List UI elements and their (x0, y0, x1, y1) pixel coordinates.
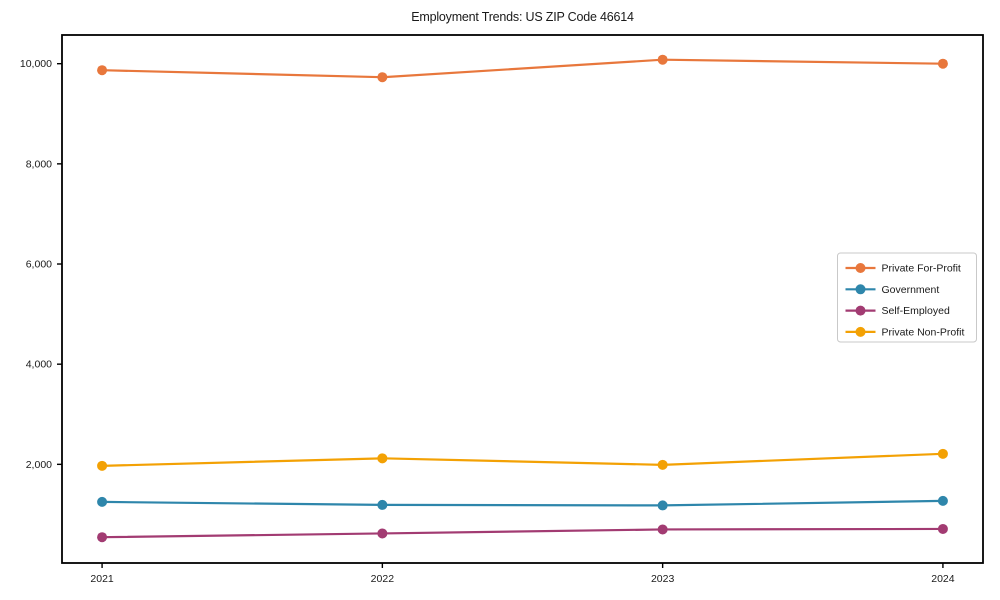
series-line-self-employed (100, 527, 945, 539)
legend-marker-dot (855, 284, 866, 295)
series-line-private-for-profit (100, 58, 945, 79)
data-point-self-employed (97, 532, 108, 543)
data-point-government (97, 496, 108, 507)
legend-item-label: Private For-Profit (882, 263, 961, 275)
legend-box (837, 252, 977, 343)
data-point-self-employed (657, 524, 668, 535)
data-point-government (377, 499, 388, 510)
x-tick-label: 2023 (651, 573, 675, 585)
data-point-self-employed (377, 528, 388, 539)
data-point-self-employed (937, 523, 948, 534)
x-tick-label: 2022 (371, 573, 395, 585)
legend-marker-dot (855, 263, 866, 273)
plot-spines (61, 34, 984, 564)
y-tick-label: 8,000 (26, 158, 52, 170)
chart-title: Employment Trends: US ZIP Code 46614 (411, 10, 634, 24)
legend-marker-dot (855, 305, 866, 316)
data-point-private-non-profit (377, 453, 388, 464)
data-point-private-for-profit (377, 72, 388, 83)
series-line-private-non-profit (100, 452, 945, 467)
legend-item-label: Self-Employed (882, 305, 950, 317)
y-tick-label: 4,000 (26, 359, 52, 371)
legend-item-label: Government (882, 284, 940, 296)
data-point-private-non-profit (937, 448, 948, 459)
y-tick-label: 10,000 (20, 58, 52, 70)
x-tick-label: 2021 (90, 573, 114, 585)
y-tick-label: 2,000 (26, 459, 52, 471)
data-point-private-for-profit (657, 54, 668, 65)
data-point-private-non-profit (657, 459, 668, 470)
data-point-government (937, 495, 948, 506)
x-tick-label: 2024 (931, 573, 955, 585)
data-point-private-for-profit (97, 65, 108, 76)
series-line-government (100, 499, 945, 507)
legend-item-label: Private Non-Profit (882, 326, 965, 338)
data-point-private-non-profit (97, 460, 108, 471)
data-point-private-for-profit (937, 58, 948, 69)
legend-marker-dot (855, 326, 866, 337)
y-tick-label: 6,000 (26, 259, 52, 271)
data-point-government (657, 500, 668, 511)
